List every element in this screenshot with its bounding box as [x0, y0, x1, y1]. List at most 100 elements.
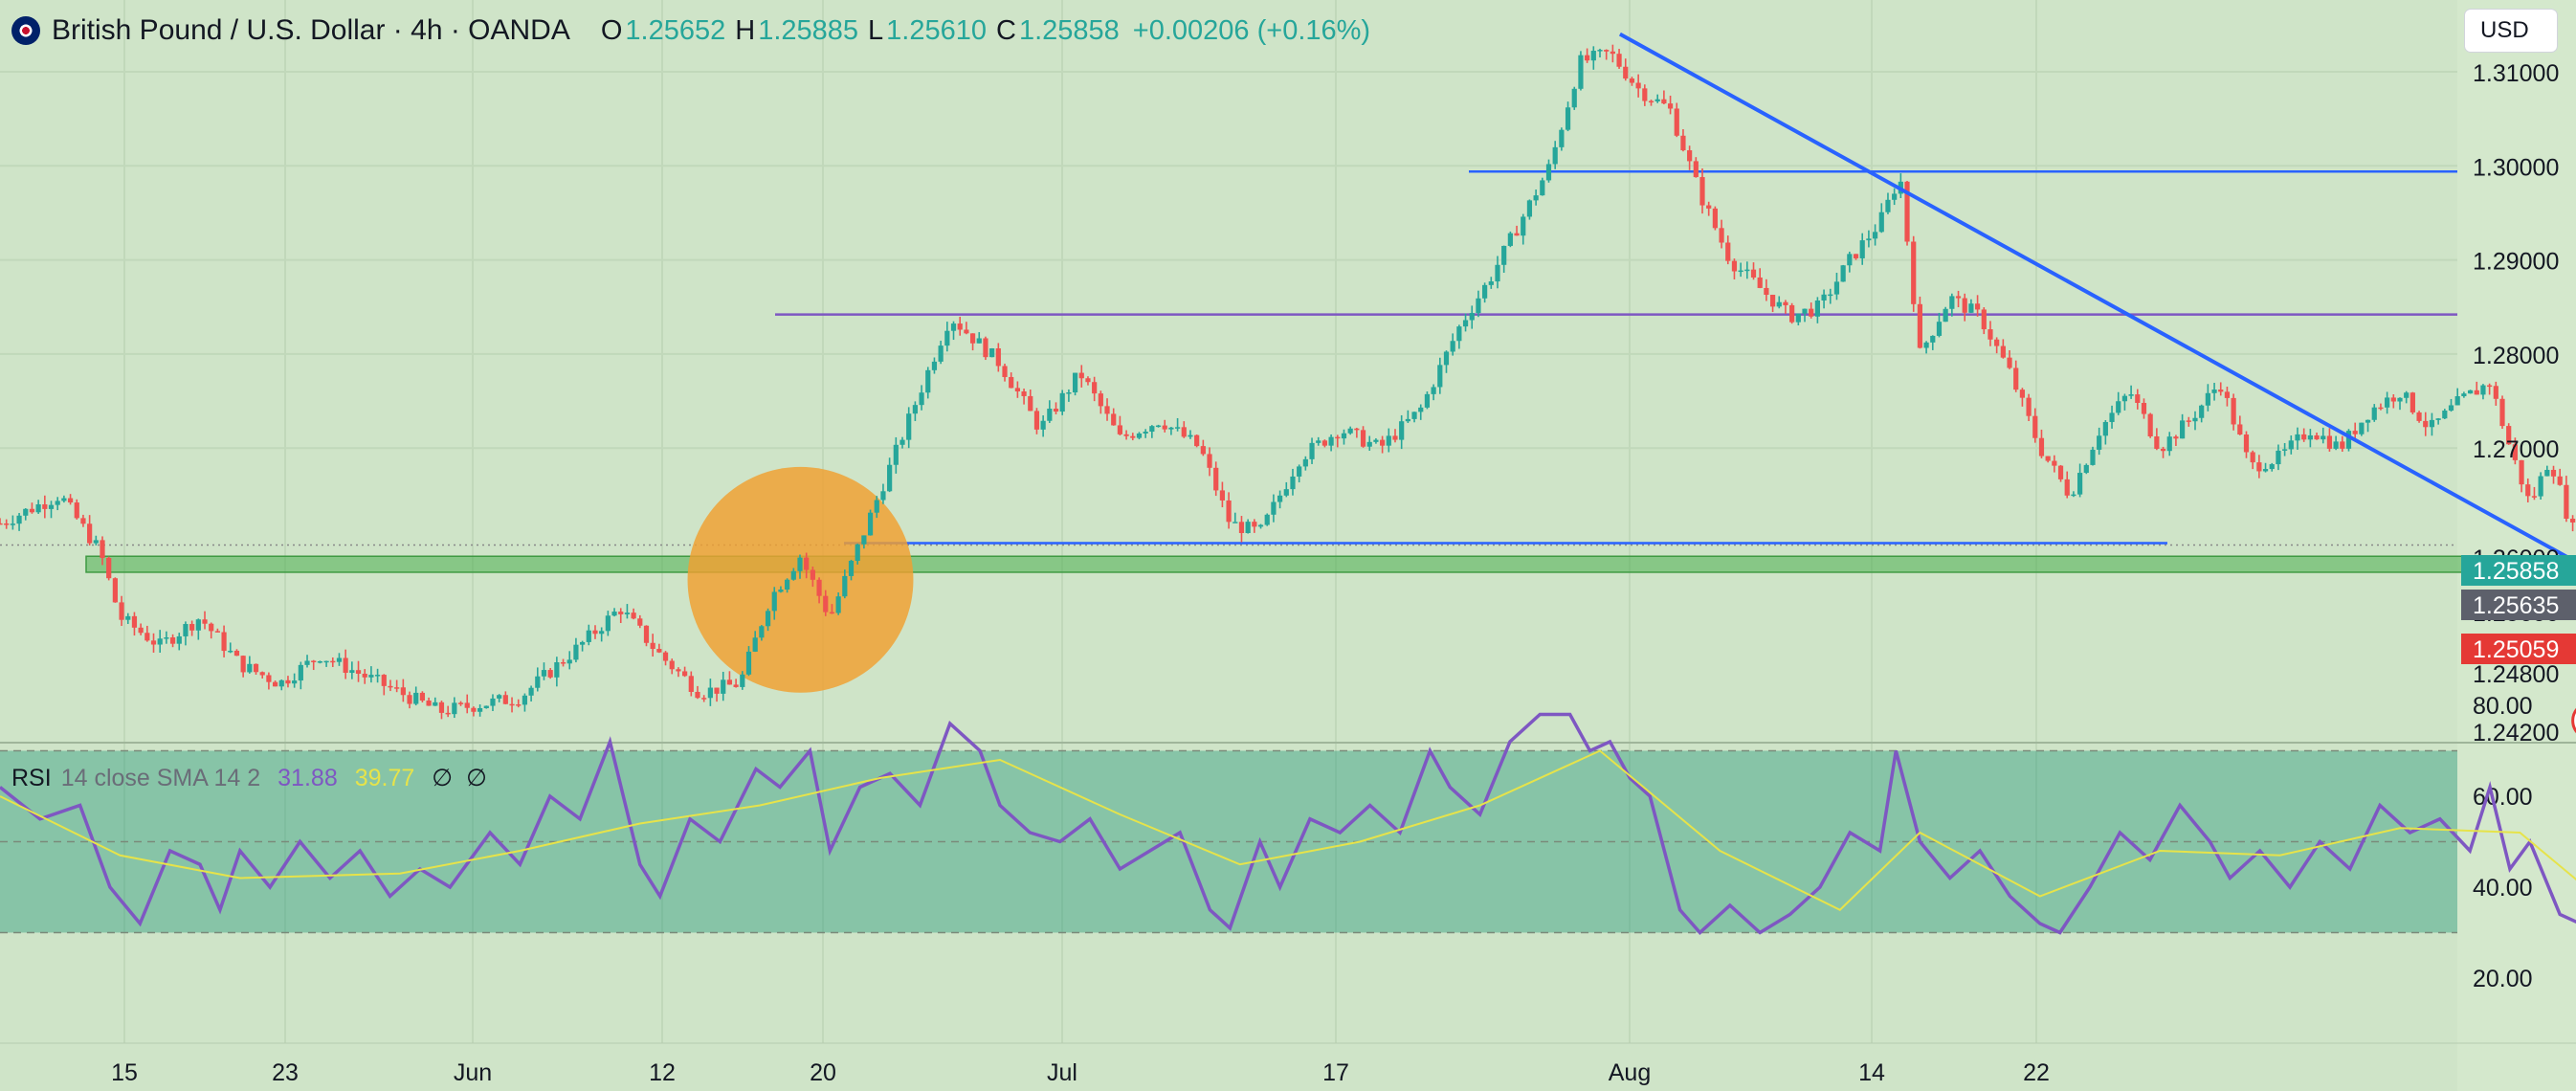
price-tag-label: 1.25059 [2473, 636, 2559, 663]
candle-body [1949, 296, 1955, 309]
candle-body [1476, 298, 1481, 314]
candle-body [1136, 433, 1143, 438]
candle-body [816, 579, 822, 596]
candle-body [547, 670, 553, 678]
candle-body [2550, 469, 2557, 477]
candle-body [1277, 495, 1283, 502]
candle-body [1514, 233, 1520, 236]
candle-body [1712, 208, 1718, 229]
candle-body [1033, 411, 1040, 430]
candle-body [1059, 392, 1065, 412]
currency-button[interactable]: USD [2465, 10, 2557, 52]
candle-body [643, 625, 650, 643]
candle-body [797, 557, 803, 571]
us-flag-icon [2571, 707, 2576, 734]
candle-body [1578, 55, 1584, 89]
candle-body [701, 698, 707, 700]
candle-body [1085, 378, 1091, 383]
candle-body [106, 557, 112, 579]
candle-body [1450, 341, 1455, 352]
candle-body [228, 650, 233, 653]
candle-body [80, 518, 86, 524]
candle-body [516, 704, 522, 706]
candle-body [931, 361, 938, 370]
candle-body [2186, 420, 2191, 422]
candle-body [1347, 428, 1353, 434]
price-tick-label: 1.28000 [2473, 343, 2559, 369]
candle-body [2147, 413, 2153, 436]
candle-body [1123, 434, 1129, 436]
candle-body [2064, 479, 2070, 496]
gb-flag-icon [11, 16, 40, 45]
candle-body [2423, 420, 2429, 428]
candle-body [1386, 435, 1391, 446]
candle-body [1795, 313, 1801, 323]
candle-body [2000, 345, 2006, 358]
candle-body [112, 578, 118, 603]
candle-body [880, 491, 886, 501]
candle-body [100, 540, 105, 558]
candle-body [311, 660, 317, 662]
candle-body [861, 535, 867, 545]
candle-body [144, 633, 150, 641]
candle-body [497, 695, 502, 699]
symbol-title[interactable]: British Pound / U.S. Dollar · 4h · OANDA [52, 14, 570, 46]
candle-body [29, 508, 35, 513]
candle-body [1661, 99, 1667, 104]
candle-body [61, 498, 67, 501]
candle-body [592, 630, 598, 635]
candle-body [2237, 424, 2243, 435]
candle-body [1802, 308, 1808, 314]
candle-body [1245, 522, 1251, 533]
candle-body [810, 569, 815, 580]
candle-body [368, 675, 374, 678]
rsi-name[interactable]: RSI [11, 764, 52, 791]
candle-body [336, 657, 343, 662]
candle-body [2345, 431, 2352, 449]
candle-body [1149, 426, 1155, 433]
candle-body [323, 660, 329, 663]
candle-body [1443, 351, 1450, 366]
candle-body [2538, 476, 2543, 497]
candle-body [445, 712, 451, 715]
highlight-circle [687, 466, 914, 693]
candle-body [2525, 484, 2531, 497]
candle-body [2340, 441, 2345, 449]
candle-body [1078, 372, 1084, 379]
candle-body [381, 675, 387, 686]
rsi-tick-label: 60.00 [2473, 784, 2533, 811]
rsi-header: RSI 14 close SMA 14 2 31.88 39.77 ∅ ∅ [11, 763, 500, 793]
candle-body [433, 701, 438, 706]
candle-body [240, 656, 246, 673]
candle-body [1828, 294, 1833, 297]
candle-body [2499, 398, 2505, 427]
candle-body [2409, 392, 2415, 412]
candle-body [733, 684, 739, 687]
candle-body [1219, 490, 1226, 501]
candle-body [554, 662, 560, 678]
candle-body [1814, 301, 1820, 317]
candle-body [2231, 397, 2236, 425]
candle-body [1648, 100, 1654, 103]
candle-body [1943, 308, 1948, 323]
candle-body [2057, 465, 2064, 479]
candle-body [266, 675, 272, 682]
candle-body [560, 662, 566, 664]
candle-body [317, 661, 322, 663]
candle-body [1431, 387, 1436, 394]
close-value: 1.25858 [1018, 14, 1120, 46]
candle-body [2359, 422, 2365, 434]
open-label: O [600, 14, 623, 46]
candle-body [1559, 129, 1565, 147]
candle-body [394, 687, 400, 689]
candle-body [202, 619, 208, 624]
candle-body [1757, 277, 1763, 288]
candle-body [2442, 411, 2448, 419]
candle-body [304, 660, 310, 665]
candle-body [2083, 464, 2089, 474]
candle-body [233, 650, 240, 657]
candle-body [438, 701, 445, 713]
candle-body [2454, 396, 2460, 406]
candle-body [969, 333, 976, 344]
